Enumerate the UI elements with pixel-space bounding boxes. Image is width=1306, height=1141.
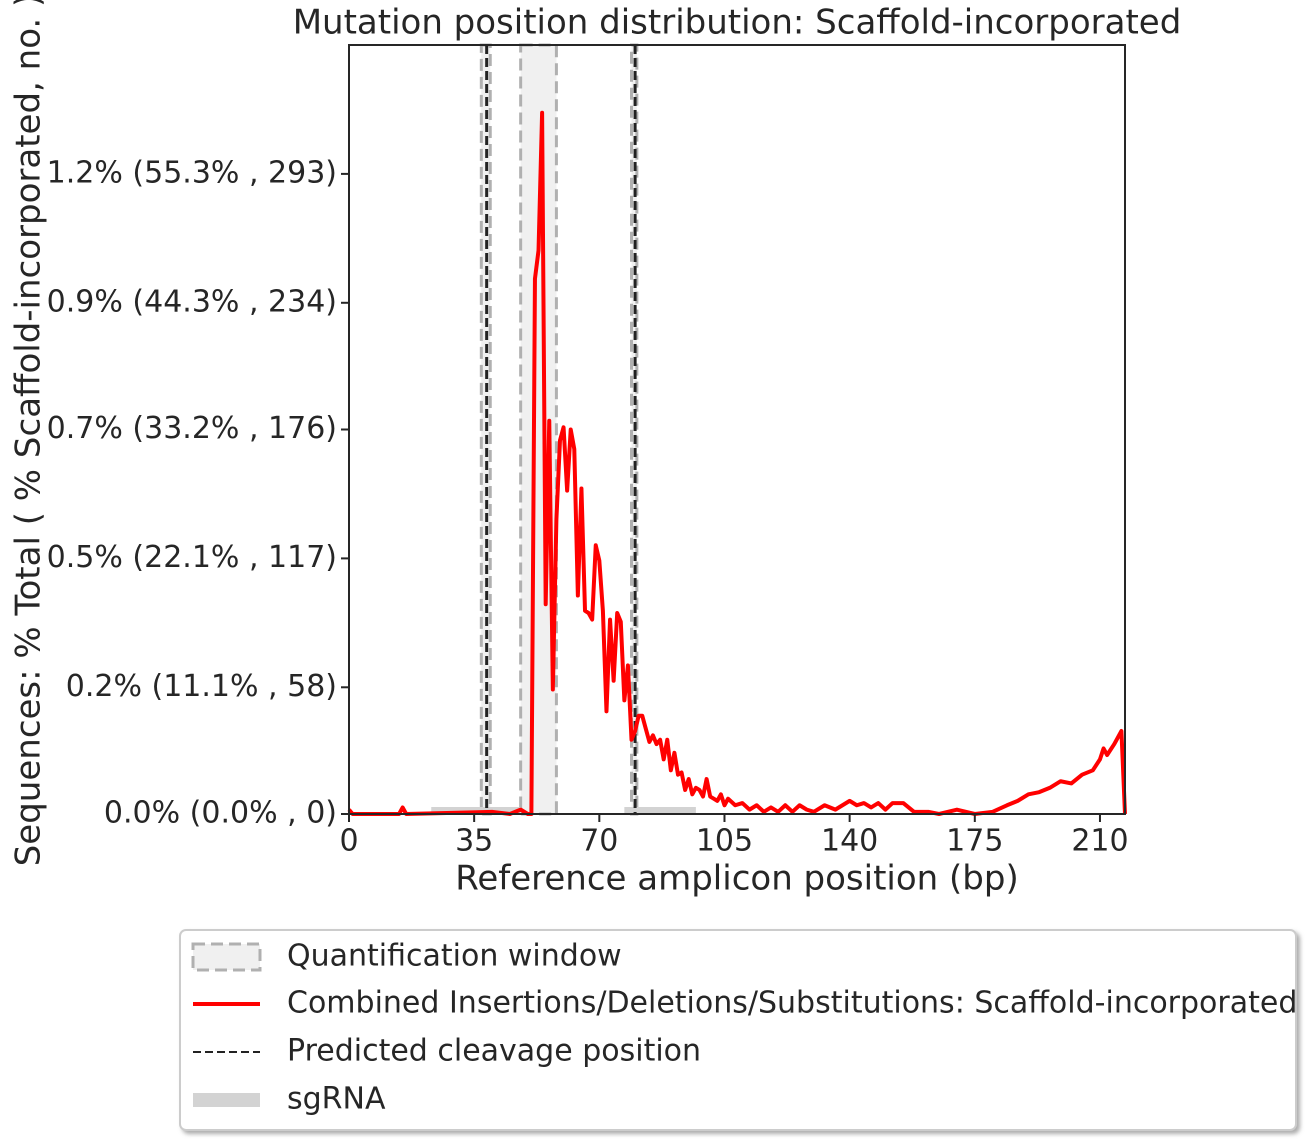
- y-axis-label: Sequences: % Total ( % Scaffold-incorpor…: [9, 0, 49, 866]
- x-tick-label: 0: [339, 824, 358, 859]
- y-tick-label: 0.7% (33.2% , 176): [47, 411, 337, 446]
- data-line: [347, 110, 1127, 816]
- x-tick-label: 140: [821, 824, 878, 859]
- legend-marker: [191, 942, 262, 972]
- legend-box: [179, 929, 1297, 1131]
- legend: Quantification window Combined Insertions…: [179, 929, 1297, 1131]
- y-tick-label: 0.9% (44.3% , 234): [47, 284, 337, 319]
- legend-label: Quantification window: [287, 939, 622, 974]
- plot-frame: [348, 44, 1126, 815]
- y-tick-label: 0.2% (11.1% , 58): [66, 669, 337, 704]
- y-tick-label: 0.0% (0.0% , 0): [104, 796, 337, 831]
- x-axis-label: Reference amplicon position (bp): [455, 859, 1018, 899]
- legend-label: Combined Insertions/Deletions/Substituti…: [287, 986, 1297, 1021]
- y-tick-label: 0.5% (22.1% , 117): [47, 540, 337, 575]
- y-tick-label: 1.2% (55.3% , 293): [47, 155, 337, 190]
- legend-label: sgRNA: [287, 1082, 386, 1117]
- chart-title: Mutation position distribution: Scaffold…: [293, 3, 1182, 43]
- x-tick-label: 70: [580, 824, 618, 859]
- sgrna-bar: [624, 807, 696, 814]
- x-tick-label: 105: [696, 824, 753, 859]
- legend-label: Predicted cleavage position: [287, 1034, 701, 1069]
- x-tick-label: 210: [1071, 824, 1128, 859]
- x-tick-label: 175: [946, 824, 1003, 859]
- x-tick-label: 35: [455, 824, 493, 859]
- plot-area: 0.0% (0.0% , 0) 0.2% (11.1% , 58) 0.5% (22…: [47, 43, 1129, 859]
